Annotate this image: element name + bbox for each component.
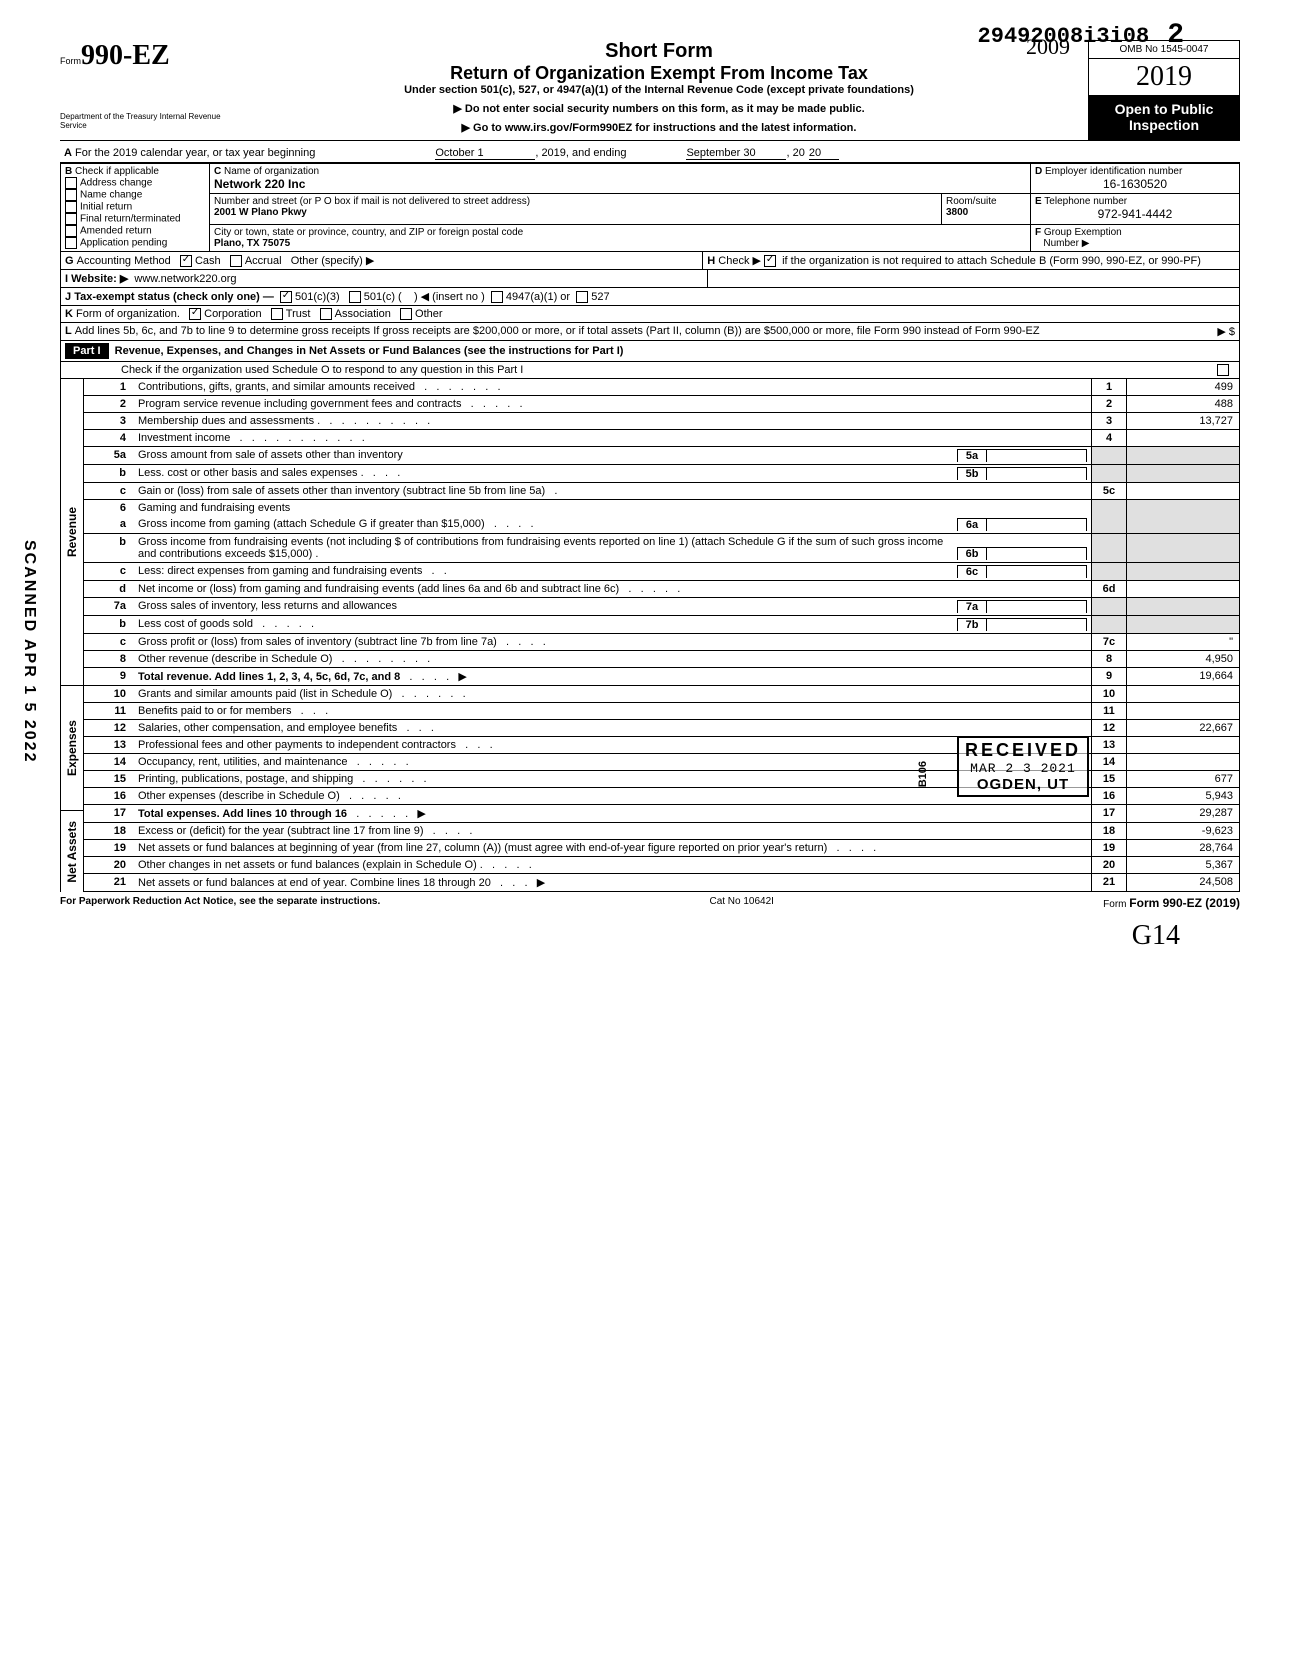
line-a: A For the 2019 calendar year, or tax yea… <box>60 145 1240 163</box>
line-2: 2Program service revenue including gover… <box>84 396 1239 413</box>
line-5a: 5aGross amount from sale of assets other… <box>84 447 1239 465</box>
part1-header: Part I Revenue, Expenses, and Changes in… <box>60 341 1240 362</box>
signature: G14 <box>60 920 1180 952</box>
received-code: B106 <box>917 761 929 787</box>
line-3: 3Membership dues and assessments . . . .… <box>84 413 1239 430</box>
footer: For Paperwork Reduction Act Notice, see … <box>60 896 1240 910</box>
line-21: 21Net assets or fund balances at end of … <box>84 874 1239 892</box>
handwritten-year: 2009 <box>1026 34 1070 60</box>
line-j: J Tax-exempt status (check only one) — ✓… <box>61 288 1239 306</box>
line-6c: cLess: direct expenses from gaming and f… <box>84 563 1239 581</box>
line-h: H Check ▶ ✓ if the organization is not r… <box>703 252 1239 269</box>
line-11: 11Benefits paid to or for members . . .1… <box>84 703 1239 720</box>
line-i: I Website: ▶ www.network220.org <box>61 270 708 287</box>
line-7a: 7aGross sales of inventory, less returns… <box>84 598 1239 616</box>
line-9: 9Total revenue. Add lines 1, 2, 3, 4, 5c… <box>84 668 1239 686</box>
line-1: 1Contributions, gifts, grants, and simil… <box>84 379 1239 396</box>
line-7b: bLess cost of goods sold . . . . .7b <box>84 616 1239 634</box>
line-k: K Form of organization. ✓Corporation Tru… <box>61 306 1239 323</box>
received-stamp: RECEIVED MAR 2 3 2021 OGDEN, UT <box>957 736 1089 797</box>
line-7c: cGross profit or (loss) from sales of in… <box>84 634 1239 651</box>
dept-label: Department of the Treasury Internal Reve… <box>60 112 230 130</box>
line-5c: cGain or (loss) from sale of assets othe… <box>84 483 1239 500</box>
line-l: L Add lines 5b, 6c, and 7b to line 9 to … <box>61 323 1239 340</box>
line-5b: bLess. cost or other basis and sales exp… <box>84 465 1239 483</box>
form-number-box: Form990-EZ Department of the Treasury In… <box>60 40 230 130</box>
line-12: 12Salaries, other compensation, and empl… <box>84 720 1239 737</box>
line-g: G Accounting Method ✓Cash Accrual Other … <box>61 252 703 269</box>
scanned-stamp: SCANNED APR 1 5 2022 <box>20 540 38 763</box>
line-8: 8Other revenue (describe in Schedule O) … <box>84 651 1239 668</box>
line-20: 20Other changes in net assets or fund ba… <box>84 857 1239 874</box>
line-6: 6Gaming and fundraising events <box>84 500 1239 516</box>
year-box: OMB No 1545-0047 2019 Open to Public Ins… <box>1088 40 1240 140</box>
form-title: Short Form Return of Organization Exempt… <box>230 40 1088 134</box>
line-6a: aGross income from gaming (attach Schedu… <box>84 516 1239 534</box>
part1-checkline: Check if the organization used Schedule … <box>60 362 1240 379</box>
line-6b: bGross income from fundraising events (n… <box>84 534 1239 563</box>
expenses-label: Expenses <box>65 716 79 780</box>
line-19: 19Net assets or fund balances at beginni… <box>84 840 1239 857</box>
revenue-label: Revenue <box>65 503 79 561</box>
line-6d: dNet income or (loss) from gaming and fu… <box>84 581 1239 598</box>
line-18: 18Excess or (deficit) for the year (subt… <box>84 823 1239 840</box>
line-4: 4Investment income . . . . . . . . . . .… <box>84 430 1239 447</box>
header-info-table: B Check if applicable Address change Nam… <box>60 163 1240 252</box>
line-17: 17Total expenses. Add lines 10 through 1… <box>84 805 1239 823</box>
line-10: 10Grants and similar amounts paid (list … <box>84 686 1239 703</box>
netassets-label: Net Assets <box>65 817 79 887</box>
